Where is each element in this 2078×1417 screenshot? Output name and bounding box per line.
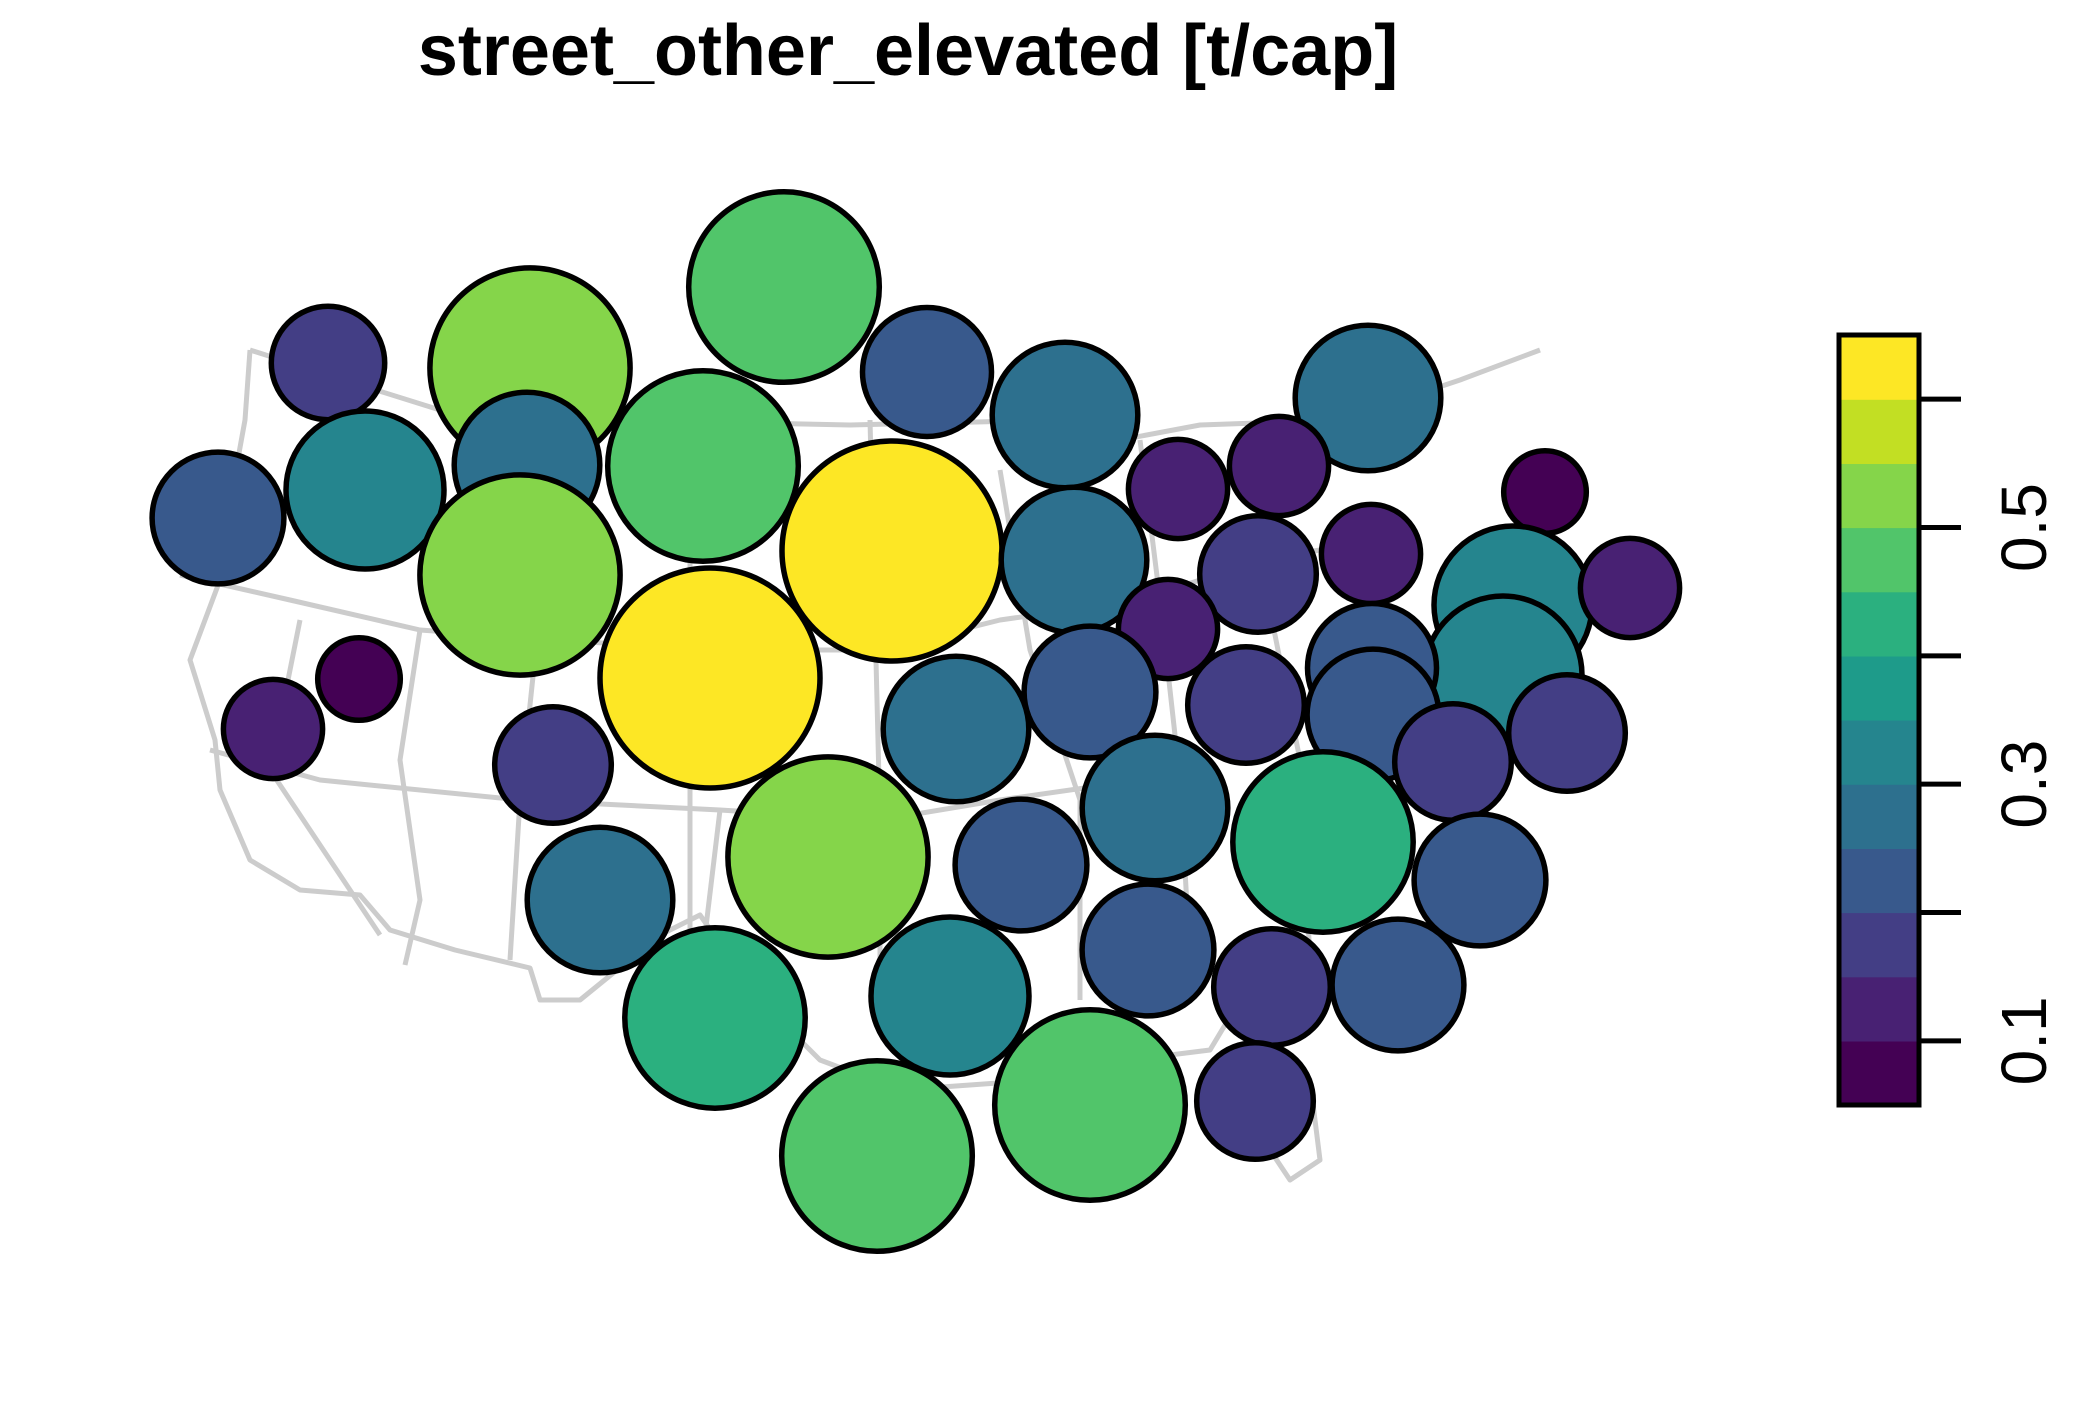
region-bubble	[220, 676, 326, 782]
region-bubble	[491, 703, 615, 827]
region-bubble	[1577, 535, 1683, 641]
legend-tick-label: 0.3	[1988, 740, 2060, 829]
region-bubble	[1411, 811, 1549, 949]
legend-swatch	[1839, 335, 1919, 400]
region-bubble	[524, 824, 676, 976]
region-bubble	[868, 914, 1032, 1078]
region-bubble	[1193, 1039, 1317, 1163]
legend-swatch	[1839, 463, 1919, 529]
legend-swatch	[1839, 399, 1919, 464]
color-legend: 0.1 0.3 0.5	[1836, 332, 2060, 1108]
legend-swatch	[1839, 1040, 1919, 1106]
region-bubble	[859, 304, 995, 440]
region-bubble	[1500, 447, 1590, 537]
region-bubble	[1230, 749, 1416, 935]
legend-frame	[1836, 332, 1922, 1108]
legend-swatch	[1839, 655, 1919, 721]
region-bubble	[597, 565, 823, 791]
region-bubble	[1196, 512, 1320, 636]
region-bubble	[1210, 925, 1334, 1049]
legend-swatch	[1839, 912, 1919, 978]
region-bubble	[685, 188, 883, 386]
region-bubble	[283, 408, 447, 572]
legend-tick-label: 0.5	[1988, 483, 2060, 572]
region-bubble	[1318, 501, 1424, 607]
region-bubble	[991, 1006, 1189, 1204]
region-bubble	[314, 634, 404, 724]
region-bubble	[268, 303, 388, 423]
legend-swatches	[1839, 335, 1919, 1106]
region-bubble	[604, 367, 802, 565]
region-bubble	[1021, 623, 1159, 761]
region-bubble	[1505, 671, 1629, 795]
region-bubble	[952, 796, 1090, 934]
region-bubble	[989, 339, 1141, 491]
legend-ticks: 0.1 0.3 0.5	[1919, 396, 2060, 1085]
region-bubble	[779, 438, 1005, 664]
region-bubble	[1125, 436, 1231, 542]
region-bubble	[778, 1057, 976, 1255]
legend-tick-label: 0.1	[1988, 996, 2060, 1085]
legend-swatch	[1839, 720, 1919, 785]
legend-swatch	[1839, 784, 1919, 849]
region-bubble	[1391, 700, 1515, 824]
legend-swatch	[1839, 976, 1919, 1042]
region-bubbles	[149, 188, 1683, 1255]
chart-title: street_other_elevated [t/cap]	[418, 11, 1398, 91]
region-bubble	[149, 449, 287, 587]
region-bubble	[1226, 413, 1332, 519]
region-bubble	[622, 925, 808, 1111]
legend-swatch	[1839, 591, 1919, 657]
region-bubble	[1292, 322, 1444, 474]
legend-swatch	[1839, 848, 1919, 914]
legend-swatch	[1839, 527, 1919, 593]
region-bubble	[1184, 643, 1308, 767]
region-bubble	[1079, 881, 1217, 1019]
region-bubble	[725, 754, 931, 960]
region-bubble	[1329, 916, 1467, 1054]
region-bubble	[1079, 732, 1231, 884]
region-bubble	[417, 472, 623, 678]
region-bubble	[880, 653, 1032, 805]
